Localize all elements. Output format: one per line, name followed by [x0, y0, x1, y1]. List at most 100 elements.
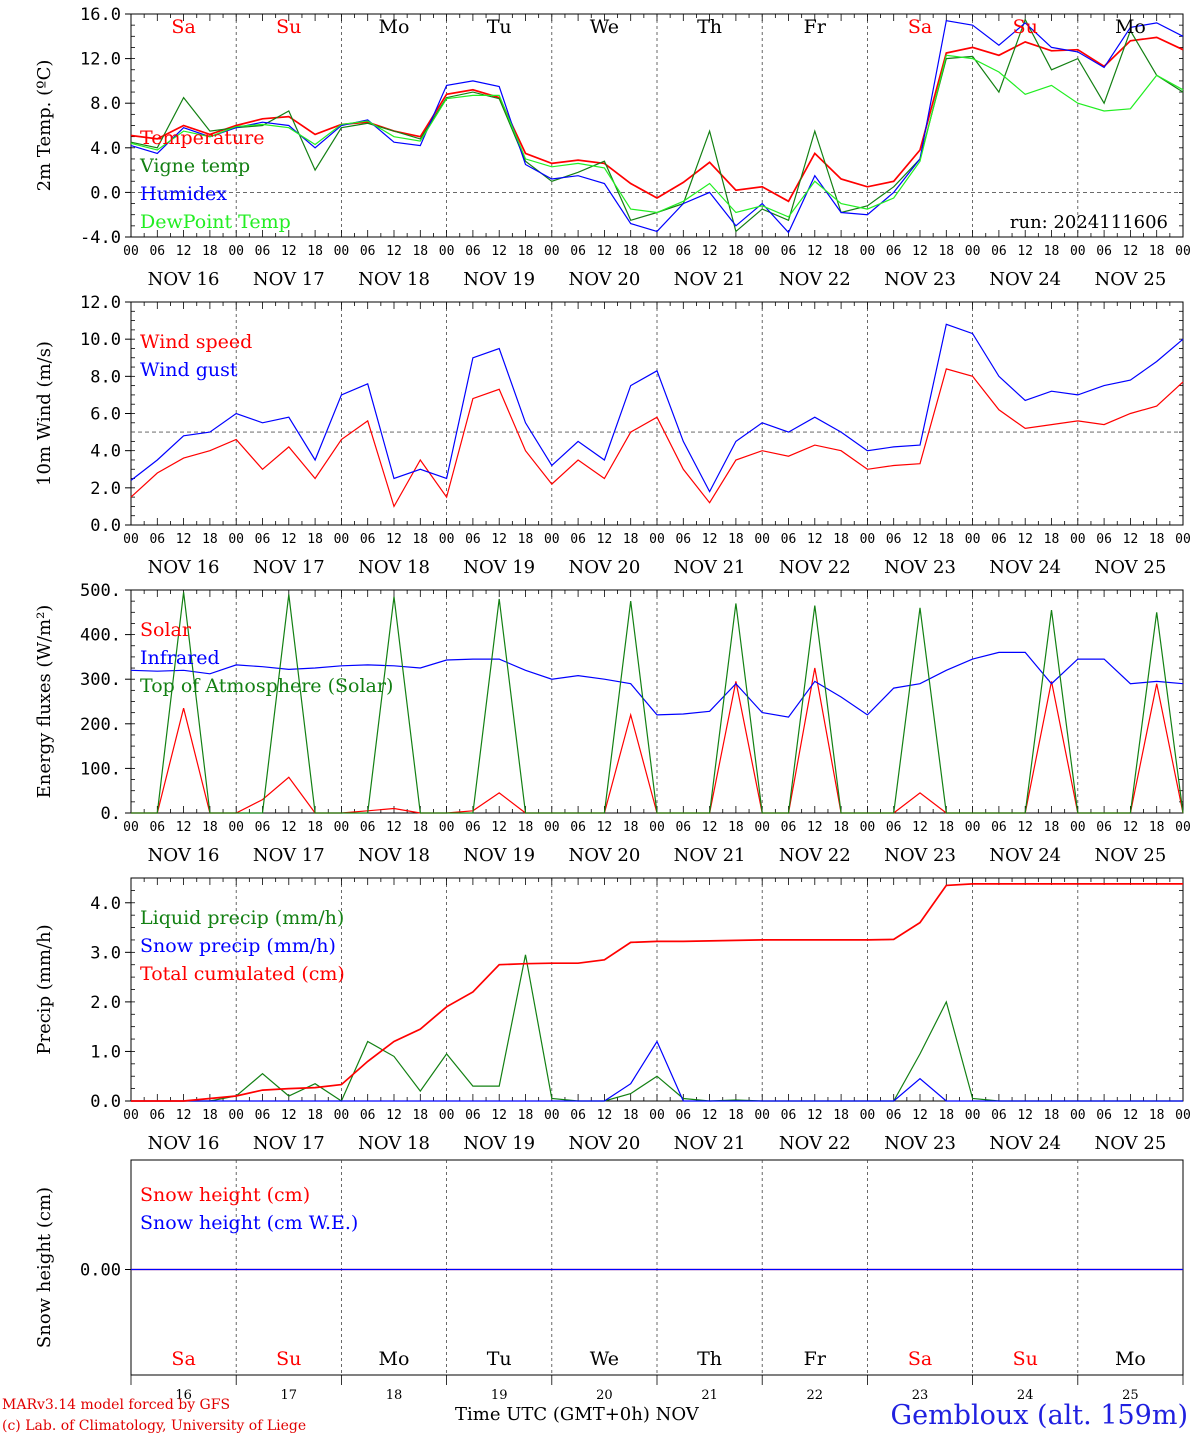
hour-tick-label: 18: [728, 820, 744, 835]
date-label: NOV 18: [358, 845, 430, 866]
hour-tick-label: 18: [1149, 820, 1165, 835]
hour-tick-label: 12: [597, 820, 613, 835]
hour-tick-label: 00: [123, 1108, 139, 1123]
date-label: NOV 21: [674, 845, 746, 866]
hour-tick-label: 06: [1096, 1108, 1112, 1123]
series-line: [130, 651, 1184, 718]
hour-tick-label: 00: [649, 244, 665, 259]
lab-credit: (c) Lab. of Climatology, University of L…: [2, 1418, 307, 1434]
hour-tick-label: 12: [1017, 1108, 1033, 1123]
hour-tick-label: 00: [228, 1108, 244, 1123]
date-label: NOV 18: [358, 557, 430, 578]
hour-tick-label: 00: [860, 532, 876, 547]
hour-tick-label: 18: [833, 820, 849, 835]
hour-tick-label: 06: [991, 1108, 1007, 1123]
hour-tick-label: 00: [544, 820, 560, 835]
y-tick-label: 2.0: [90, 993, 121, 1013]
hour-tick-label: 12: [702, 1108, 718, 1123]
y-tick-label: 12.0: [80, 50, 121, 70]
y-tick-label: 200.: [80, 715, 121, 735]
weekday-label: Su: [276, 1348, 301, 1370]
hour-tick-label: 12: [912, 820, 928, 835]
hour-tick-label: 12: [912, 244, 928, 259]
y-axis-title: 10m Wind (m/s): [34, 341, 55, 486]
hour-tick-label: 06: [991, 820, 1007, 835]
hour-tick-label: 18: [202, 532, 218, 547]
hour-tick-label: 00: [439, 1108, 455, 1123]
date-label: NOV 17: [253, 845, 325, 866]
hour-tick-label: 00: [228, 820, 244, 835]
hour-tick-label: 18: [518, 244, 534, 259]
hour-tick-label: 00: [1070, 1108, 1086, 1123]
date-label: NOV 21: [674, 557, 746, 578]
hour-tick-label: 00: [860, 244, 876, 259]
hour-tick-label: 18: [202, 820, 218, 835]
hour-tick-label: 18: [1044, 244, 1060, 259]
hour-tick-label: 06: [675, 820, 691, 835]
hour-tick-label: 06: [781, 1108, 797, 1123]
hour-tick-label: 06: [465, 1108, 481, 1123]
hour-tick-label: 12: [281, 1108, 297, 1123]
date-label: NOV 20: [568, 845, 640, 866]
weekday-label: Mo: [379, 1348, 410, 1370]
hour-tick-label: 12: [491, 244, 507, 259]
hour-tick-label: 00: [754, 1108, 770, 1123]
hour-tick-label: 12: [1123, 1108, 1139, 1123]
date-label: NOV 23: [884, 557, 956, 578]
date-label: NOV 19: [463, 269, 535, 290]
hour-tick-label: 12: [702, 820, 718, 835]
panel-3: Energy fluxes (W/m²): [34, 589, 1184, 814]
hour-tick-label: 12: [386, 1108, 402, 1123]
weekday-label: Mo: [1115, 1348, 1146, 1370]
y-tick-label: 2.0: [90, 479, 121, 499]
y-tick-label: 0.0: [90, 1092, 121, 1112]
weekday-label: Su: [1013, 1348, 1038, 1370]
y-axis-title: Energy fluxes (W/m²): [34, 605, 55, 799]
series-line: [131, 592, 1184, 814]
hour-tick-label: 00: [334, 1108, 350, 1123]
date-label: NOV 18: [358, 269, 430, 290]
hour-tick-label: 18: [623, 820, 639, 835]
date-label: NOV 23: [884, 845, 956, 866]
hour-tick-label: 00: [1070, 820, 1086, 835]
date-label: NOV 25: [1094, 557, 1166, 578]
hour-tick-label: 06: [991, 244, 1007, 259]
day-number-label: 16: [175, 1388, 192, 1403]
hour-tick-label: 18: [307, 532, 323, 547]
date-label: NOV 16: [148, 1133, 220, 1154]
y-tick-label: 0.00: [80, 1261, 121, 1281]
hour-tick-label: 18: [202, 244, 218, 259]
hour-tick-label: 00: [1070, 532, 1086, 547]
y-tick-label: 4.0: [90, 894, 121, 914]
legend-entry: Wind speed: [140, 331, 252, 353]
y-axis-title: Precip (mm/h): [34, 924, 55, 1054]
hour-tick-label: 18: [938, 1108, 954, 1123]
day-number-label: 17: [281, 1388, 298, 1403]
hour-tick-label: 18: [1044, 1108, 1060, 1123]
hour-tick-label: 06: [360, 1108, 376, 1123]
date-label: NOV 22: [779, 269, 851, 290]
hour-tick-label: 18: [307, 1108, 323, 1123]
date-label: NOV 16: [148, 845, 220, 866]
panel-2: 10m Wind (m/s): [34, 301, 1184, 526]
y-tick-label: 8.0: [90, 367, 121, 387]
hour-tick-label: 18: [623, 532, 639, 547]
hour-tick-label: 12: [281, 244, 297, 259]
weekday-label: Su: [1013, 16, 1038, 38]
date-label: NOV 23: [884, 269, 956, 290]
day-number-label: 24: [1017, 1388, 1034, 1403]
weekday-label: Th: [697, 1348, 722, 1370]
weekday-label: Sa: [908, 1348, 932, 1370]
date-label: NOV 25: [1094, 845, 1166, 866]
series-line: [130, 323, 1184, 493]
hour-tick-label: 18: [307, 244, 323, 259]
hour-tick-label: 18: [833, 532, 849, 547]
hour-tick-label: 12: [912, 532, 928, 547]
series-line: [130, 36, 1184, 203]
hour-tick-label: 12: [1017, 532, 1033, 547]
hour-tick-label: 06: [1096, 244, 1112, 259]
hour-tick-label: 06: [255, 1108, 271, 1123]
hour-tick-label: 00: [754, 244, 770, 259]
date-label: NOV 18: [358, 1133, 430, 1154]
legend-entry: Snow precip (mm/h): [140, 935, 336, 957]
